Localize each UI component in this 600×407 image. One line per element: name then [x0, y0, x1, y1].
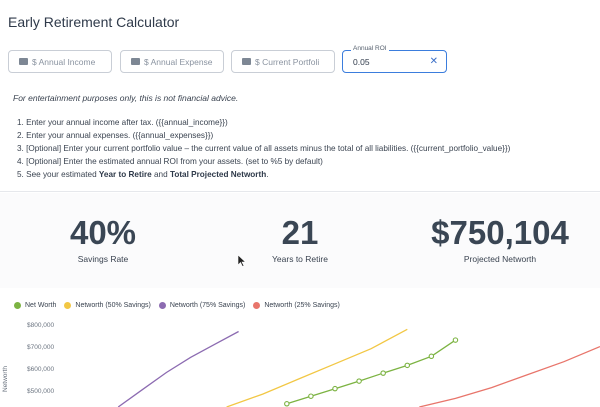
savings-rate-stat: 40% Savings Rate — [48, 213, 158, 264]
instruction-step-5: 5. See your estimated Year to Retire and… — [17, 170, 269, 179]
y-tick-label: $500,000 — [27, 388, 55, 395]
current-portfolio-placeholder: $ Current Portfoli — [255, 56, 320, 67]
chart-plot-area — [117, 328, 600, 407]
annual-roi-value: 0.05 — [353, 56, 370, 67]
legend-item-25-savings[interactable]: Networth (25% Savings) — [253, 302, 340, 309]
years-to-retire-label: Years to Retire — [272, 254, 328, 264]
networth-75-savings-line — [117, 330, 239, 407]
legend-label-25-savings: Networth (25% Savings) — [264, 302, 340, 309]
instruction-step-3: 3. [Optional] Enter your current portfol… — [17, 144, 511, 153]
annual-roi-label: Annual ROI — [351, 45, 389, 52]
annual-income-input[interactable]: $ Annual Income — [8, 50, 112, 73]
instructions-list: 1. Enter your annual income after tax. (… — [17, 116, 510, 181]
net-worth-line — [286, 339, 456, 405]
currency-icon — [131, 58, 140, 65]
calculator-card: Early Retirement Calculator $ Annual Inc… — [0, 0, 600, 192]
y-tick-label: $600,000 — [27, 366, 55, 373]
networth-50-savings-line — [226, 328, 408, 407]
net-worth-point[interactable] — [356, 378, 362, 384]
net-worth-point[interactable] — [380, 370, 386, 376]
legend-swatch — [14, 302, 21, 309]
annual-expense-input[interactable]: $ Annual Expense — [120, 50, 224, 73]
current-portfolio-input[interactable]: $ Current Portfoli — [231, 50, 335, 73]
currency-icon — [242, 58, 251, 65]
years-to-retire-value: 21 — [281, 214, 319, 251]
savings-rate-value: 40% — [69, 214, 137, 251]
annual-roi-input[interactable]: Annual ROI 0.05 ✕ — [342, 45, 447, 73]
instruction-step-2: 2. Enter your annual expenses. ({{annual… — [17, 131, 214, 140]
legend-label-75-savings: Networth (75% Savings) — [169, 302, 246, 309]
instruction-step-4: 4. [Optional] Enter the estimated annual… — [17, 157, 323, 166]
legend-label-50-savings: Networth (50% Savings) — [75, 302, 151, 309]
y-tick-label: $700,000 — [27, 344, 55, 351]
networth-25-savings-line — [419, 346, 600, 407]
instruction-step-1: 1. Enter your annual income after tax. (… — [17, 118, 228, 127]
disclaimer-text: For entertainment purposes only, this is… — [13, 93, 239, 103]
net-worth-point[interactable] — [308, 393, 314, 399]
projected-networth-label: Projected Networth — [463, 254, 537, 264]
years-to-retire-stat: 21 Years to Retire — [245, 213, 355, 264]
legend-swatch — [158, 302, 166, 309]
annual-expense-placeholder: $ Annual Expense — [144, 56, 213, 67]
legend-item-75-savings[interactable]: Networth (75% Savings) — [158, 302, 246, 309]
chart-legend: Net Worth Networth (50% Savings) Networt… — [14, 302, 340, 309]
page-title: Early Retirement Calculator — [8, 14, 180, 30]
legend-label-net-worth: Net Worth — [25, 302, 57, 309]
net-worth-point[interactable] — [452, 337, 459, 343]
y-tick-label: $800,000 — [27, 322, 55, 329]
stats-row: 40% Savings Rate 21 Years to Retire $750… — [0, 193, 600, 288]
legend-swatch — [64, 302, 72, 309]
networth-chart: Net Worth Networth (50% Savings) Networt… — [0, 296, 600, 407]
legend-item-50-savings[interactable]: Networth (50% Savings) — [64, 302, 151, 309]
net-worth-point[interactable] — [404, 362, 411, 369]
savings-rate-label: Savings Rate — [77, 254, 129, 264]
annual-income-placeholder: $ Annual Income — [32, 56, 96, 67]
currency-icon — [19, 58, 28, 65]
mouse-cursor-icon — [238, 255, 246, 267]
year-to-retire-emphasis: Year to Retire — [98, 170, 152, 179]
net-worth-point[interactable] — [284, 401, 290, 407]
clear-icon[interactable]: ✕ — [429, 56, 438, 67]
net-worth-point[interactable] — [428, 353, 435, 360]
projected-networth-stat: $750,104 Projected Networth — [420, 213, 580, 264]
projected-networth-value: $750,104 — [431, 214, 569, 251]
projected-networth-emphasis: Total Projected Networth — [169, 170, 267, 179]
net-worth-point[interactable] — [332, 385, 338, 392]
legend-item-net-worth[interactable]: Net Worth — [14, 302, 56, 309]
legend-swatch — [253, 302, 261, 309]
